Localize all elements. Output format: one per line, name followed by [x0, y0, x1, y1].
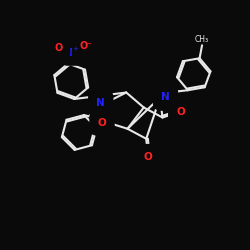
Text: +: + [72, 46, 78, 52]
Text: N: N [68, 48, 76, 58]
Text: O: O [54, 42, 62, 52]
Text: O: O [98, 118, 106, 128]
Text: N: N [161, 92, 170, 102]
Text: O: O [143, 152, 152, 162]
Text: −: − [84, 40, 91, 48]
Text: O: O [176, 107, 185, 117]
Text: CH₃: CH₃ [195, 35, 209, 44]
Text: N: N [96, 98, 105, 108]
Text: O: O [80, 41, 88, 51]
